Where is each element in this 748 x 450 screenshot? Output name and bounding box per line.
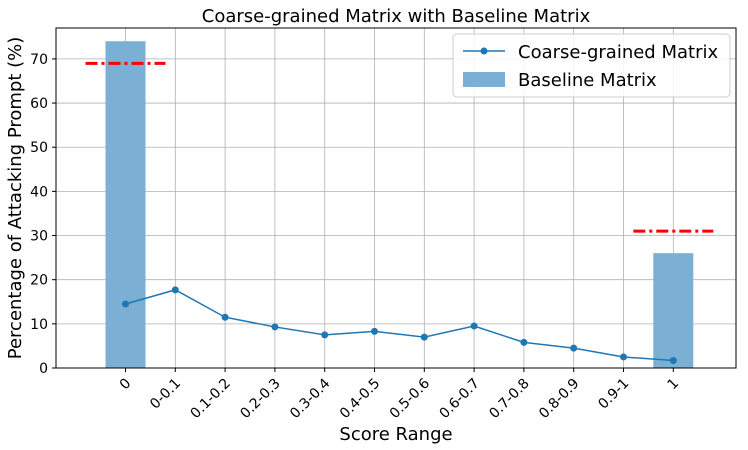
y-tick-label: 60 [30, 96, 48, 112]
y-tick-label: 0 [39, 361, 48, 377]
legend-box [452, 33, 731, 98]
x-ticks: 0 0-0.1 0.1-0.2 0.2-0.3 0.3-0.4 0.4-0.5 0.5-0.… [117, 368, 682, 422]
coarse-grained-point [321, 331, 329, 339]
x-tick-label: 0.9-1 [595, 376, 632, 413]
baseline-bar [105, 41, 146, 368]
baseline-bar [653, 253, 694, 368]
x-tick-label: 0 [117, 376, 135, 394]
x-tick-label: 1 [665, 376, 683, 394]
coarse-grained-line [122, 286, 677, 364]
chart-title: Coarse-grained Matrix with Baseline Matr… [202, 6, 591, 27]
grid [56, 28, 736, 369]
coarse-grained-point [371, 327, 378, 335]
coarse-grained-point [669, 356, 677, 364]
y-tick-label: 70 [30, 52, 48, 68]
x-tick-label: 0.7-0.8 [486, 376, 532, 422]
y-tick-label: 50 [30, 140, 48, 156]
y-tick-label: 10 [30, 317, 48, 333]
baseline-bars [105, 41, 694, 368]
y-tick-label: 20 [30, 273, 48, 289]
coarse-grained-point [420, 333, 428, 341]
x-tick-label: 0.6-0.7 [437, 376, 483, 422]
x-tick-label: 0.3-0.4 [287, 375, 333, 421]
legend-label-coarse: Coarse-grained Matrix [518, 42, 718, 63]
coarse-grained-point [271, 323, 279, 331]
y-ticks: 0 10 20 30 40 50 60 70 [30, 52, 56, 377]
legend-line-marker [480, 47, 488, 55]
plot-frame [55, 27, 737, 369]
x-tick-label: 0.2-0.3 [237, 376, 283, 422]
x-tick-label: 0-0.1 [147, 376, 184, 413]
reference-lines [85, 61, 714, 233]
x-axis-label: Score Range [339, 424, 452, 445]
y-axis-label: Percentage of Attacking Prompt (%) [5, 37, 26, 360]
coarse-grained-point [470, 322, 478, 330]
coarse-grained-point [171, 286, 179, 294]
legend-label-baseline: Baseline Matrix [518, 70, 657, 91]
coarse-grained-point [122, 300, 129, 308]
legend: Coarse-grained Matrix Baseline Matrix [452, 33, 731, 98]
y-tick-label: 40 [30, 184, 48, 200]
x-tick-label: 0.8-0.9 [536, 376, 582, 422]
coarse-grained-point [520, 338, 528, 346]
legend-bar-swatch [463, 72, 505, 87]
x-tick-label: 0.1-0.2 [188, 376, 234, 422]
y-tick-label: 30 [30, 229, 48, 245]
coarse-grained-point [620, 353, 627, 361]
x-tick-label: 0.5-0.6 [387, 375, 433, 421]
coarse-grained-point [570, 344, 578, 352]
coarse-grained-polyline [125, 289, 674, 362]
x-tick-label: 0.4-0.5 [337, 376, 383, 422]
coarse-grained-point [221, 313, 229, 321]
